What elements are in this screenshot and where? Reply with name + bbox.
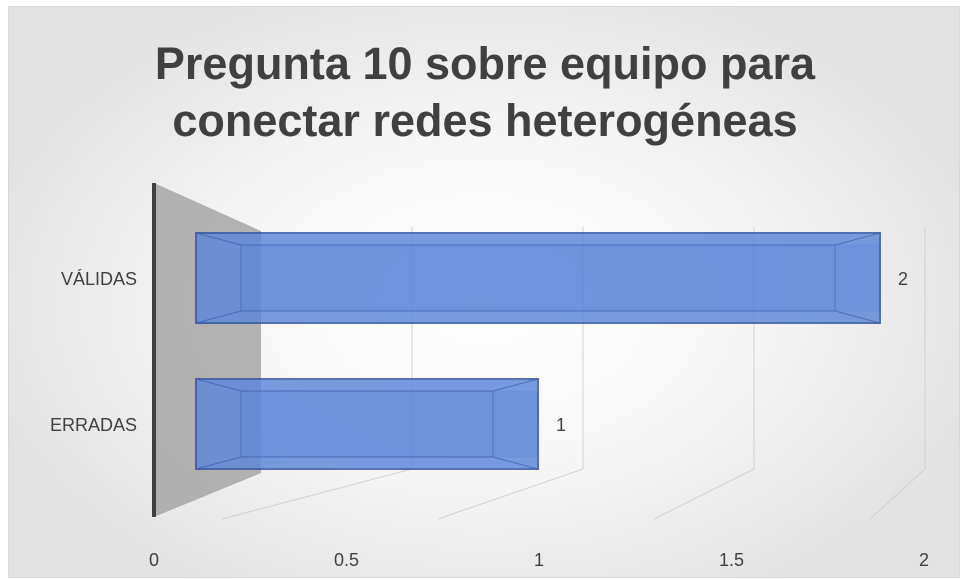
category-label: VÁLIDAS <box>61 269 137 289</box>
bar-erradas[interactable] <box>195 378 539 470</box>
bar-edge <box>195 310 881 324</box>
chart-area: Pregunta 10 sobre equipo para conectar r… <box>8 6 960 578</box>
floor-gridline <box>653 468 755 520</box>
floor-gridline <box>869 468 926 520</box>
category-label: ERRADAS <box>50 415 137 435</box>
data-label: 1 <box>556 415 566 435</box>
floor-gridline <box>221 468 413 520</box>
data-label: 2 <box>898 269 908 289</box>
x-tick-label: 1.5 <box>719 550 744 570</box>
plot-area: ERRADAS 1 VÁLIDAS 2 0 0.5 1 1.5 2 <box>50 183 929 570</box>
bar-edge <box>195 232 881 246</box>
chart-title: Pregunta 10 sobre equipo para conectar r… <box>154 38 816 146</box>
x-tick-label: 2 <box>919 550 929 570</box>
x-tick-label: 0 <box>149 550 159 570</box>
bar-válidas[interactable] <box>195 232 881 324</box>
floor-gridline <box>437 468 584 520</box>
bar-edge <box>195 456 539 470</box>
x-tick-label: 1 <box>534 550 544 570</box>
x-tick-label: 0.5 <box>334 550 359 570</box>
bar-edge <box>195 378 539 392</box>
